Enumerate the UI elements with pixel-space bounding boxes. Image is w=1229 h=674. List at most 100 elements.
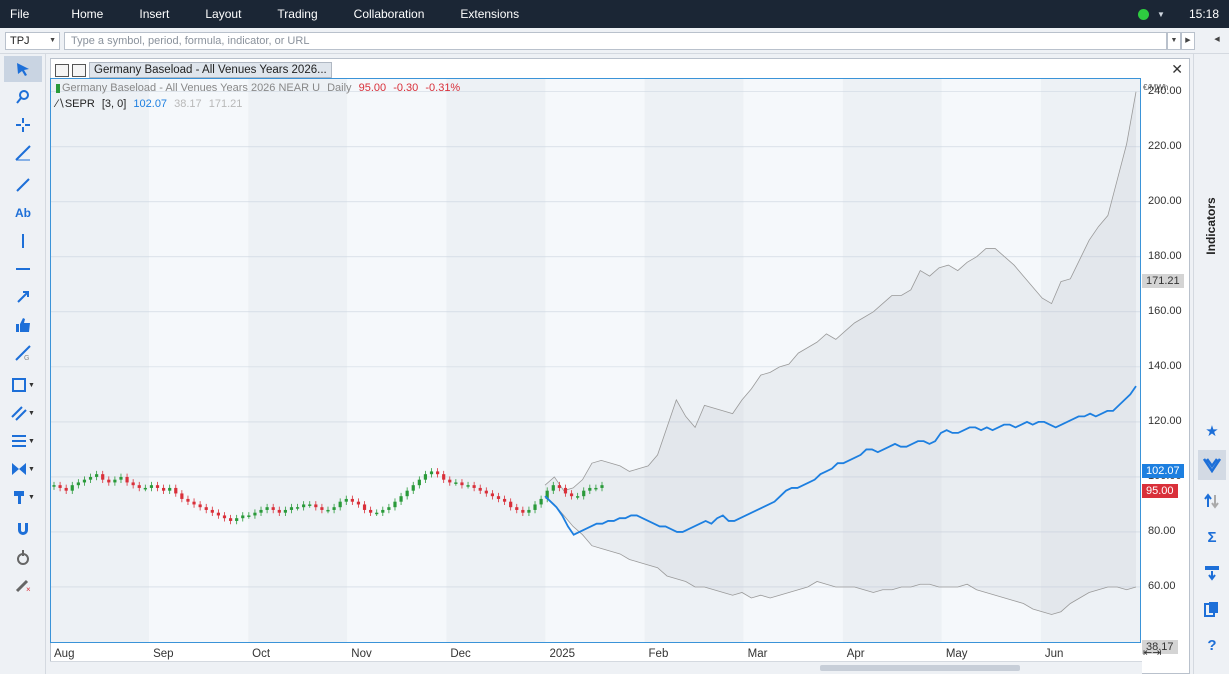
legend-line-2[interactable]: ∕∖SEPR [3, 0] 102.07 38.17 171.21 <box>56 97 242 110</box>
zoom-control-icon[interactable]: ⇤⇥ <box>1143 647 1162 659</box>
arrow-icon[interactable] <box>4 284 42 310</box>
eraser-icon[interactable]: × <box>4 572 42 598</box>
candle-body <box>405 490 409 497</box>
sepr-icon[interactable] <box>1198 450 1226 480</box>
window-title[interactable]: Germany Baseload - All Venues Years 2026… <box>89 62 332 78</box>
y-tick-label: 220.00 <box>1148 139 1182 152</box>
tab-indicators[interactable]: Indicators <box>1204 197 1218 255</box>
chart-icon[interactable] <box>72 63 86 77</box>
candle-body <box>448 479 452 483</box>
candle-body <box>521 509 525 513</box>
zoom-icon[interactable] <box>4 84 42 110</box>
pointer-hand-icon[interactable] <box>4 544 42 570</box>
star-icon[interactable]: ★ <box>1205 423 1219 440</box>
pattern-icon[interactable]: ▼ <box>4 456 42 482</box>
download-icon[interactable] <box>1198 558 1226 588</box>
candle-body <box>82 479 87 483</box>
scroll-thumb[interactable] <box>820 665 1020 671</box>
svg-text:G: G <box>24 355 29 361</box>
lower-band-line <box>544 495 1137 615</box>
channel-icon[interactable]: ▼ <box>4 400 42 426</box>
candle-body <box>308 504 312 506</box>
legend-sepr-v2: 38.17 <box>174 98 202 110</box>
trendline-tool-icon[interactable] <box>4 140 42 166</box>
gann-icon[interactable]: G <box>4 340 42 366</box>
sepr-line-icon: ∕∖ <box>56 98 65 110</box>
menu-trading[interactable]: Trading <box>277 7 318 21</box>
vertical-line-icon[interactable] <box>4 228 42 254</box>
candle-body <box>545 490 549 499</box>
clock: 15:18 <box>1188 7 1219 21</box>
hammer-icon[interactable]: ▼ <box>4 484 42 510</box>
y-tick-label: 120.00 <box>1148 414 1182 427</box>
cursor-icon[interactable] <box>4 56 42 82</box>
upper-band-line <box>544 91 1137 492</box>
month-band <box>149 78 249 642</box>
candle-body <box>387 507 391 510</box>
candle-body <box>466 485 470 487</box>
candle-body <box>594 487 598 490</box>
transfer-icon[interactable] <box>1198 486 1226 516</box>
chevron-right-icon[interactable]: ▶ <box>1181 32 1195 50</box>
candle-body <box>515 507 519 510</box>
month-band <box>644 78 744 642</box>
symbol-value: TPJ <box>10 35 30 47</box>
candle-body <box>454 482 458 484</box>
candle-body <box>222 515 227 519</box>
candle-body <box>149 485 154 488</box>
month-band <box>248 78 348 642</box>
menu-layout[interactable]: Layout <box>205 7 242 21</box>
fibonacci-icon[interactable]: ▼ <box>4 428 42 454</box>
magnet-icon[interactable] <box>4 516 42 542</box>
candle-body <box>295 507 300 509</box>
upper-band-badge: 171.21 <box>1142 274 1184 288</box>
chevron-left-icon[interactable]: ◀ <box>1214 36 1220 43</box>
candle-body <box>186 498 190 502</box>
command-input[interactable]: Type a symbol, period, formula, indicato… <box>64 32 1167 50</box>
candle-body <box>143 487 147 490</box>
menu-extensions[interactable]: Extensions <box>460 7 520 21</box>
candle-body <box>314 504 318 508</box>
candle-body <box>113 479 117 483</box>
horizontal-scrollbar[interactable] <box>50 661 1142 674</box>
candle-body <box>478 487 482 491</box>
rectangle-icon[interactable]: ▼ <box>4 372 42 398</box>
menu-insert[interactable]: Insert <box>139 7 170 21</box>
chevron-down-icon[interactable]: ▼ <box>1157 9 1165 19</box>
crosshair-icon[interactable] <box>4 112 42 138</box>
y-tick-label: 160.00 <box>1148 304 1182 317</box>
menu-collaboration[interactable]: Collaboration <box>353 7 425 21</box>
x-tick-label: Mar <box>747 648 768 660</box>
y-tick-label: 60.00 <box>1148 579 1176 592</box>
right-panel: Indicators ★ Σ ? <box>1193 54 1229 674</box>
thumbs-up-icon[interactable] <box>4 312 42 338</box>
candle-body <box>496 496 501 499</box>
line-icon[interactable] <box>4 172 42 198</box>
candle-body <box>417 479 421 486</box>
help-icon[interactable]: ? <box>1207 636 1217 654</box>
candle-body <box>271 507 275 510</box>
connection-status-icon[interactable] <box>1138 8 1150 20</box>
candle-body <box>369 509 373 513</box>
menu-file[interactable]: File <box>10 7 30 21</box>
menu-home[interactable]: Home <box>71 7 104 21</box>
candle-body <box>362 504 367 510</box>
chevron-down-icon[interactable]: ▼ <box>1167 32 1181 50</box>
text-icon[interactable]: Ab <box>15 206 31 220</box>
candle-body <box>436 471 440 475</box>
layout-icon[interactable] <box>55 63 69 77</box>
horizontal-line-icon[interactable] <box>4 256 42 282</box>
x-tick-label: Feb <box>648 648 669 660</box>
close-icon[interactable]: ✕ <box>1171 61 1183 77</box>
legend-line-1[interactable]: Germany Baseload - All Venues Years 2026… <box>56 82 460 94</box>
candle-body <box>442 474 446 480</box>
candle-body <box>502 498 507 502</box>
copy-icon[interactable] <box>1198 594 1226 624</box>
symbol-select[interactable]: TPJ ▼ <box>5 32 60 50</box>
price-chart[interactable] <box>50 78 1190 658</box>
candle-body <box>460 482 464 486</box>
sigma-icon[interactable]: Σ <box>1207 528 1217 546</box>
chevron-down-icon[interactable]: ▼ <box>49 37 56 44</box>
candle-body <box>216 512 220 516</box>
candle-body <box>576 496 580 498</box>
